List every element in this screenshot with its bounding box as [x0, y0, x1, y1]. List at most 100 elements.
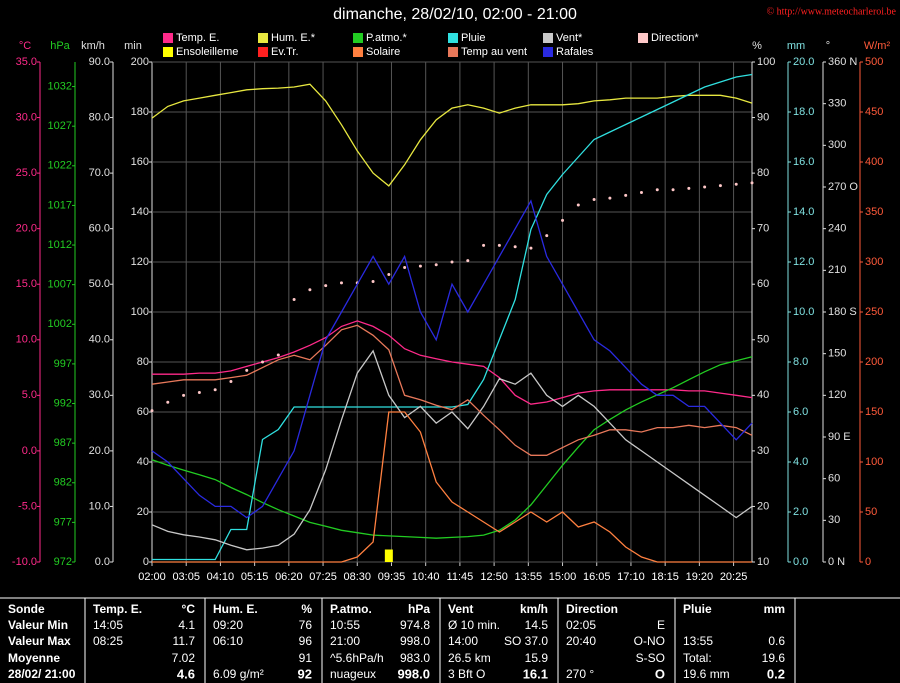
table-header: Temp. E. — [93, 602, 142, 616]
series-dot — [655, 188, 659, 192]
y-tick-label: 5.0 — [22, 389, 37, 401]
legend-swatch — [543, 47, 553, 57]
table-cell: 06:10 — [213, 634, 243, 648]
series-line — [152, 411, 752, 563]
series-dot — [466, 259, 470, 263]
y-tick-label: 0 — [865, 556, 871, 568]
series-dot — [639, 191, 643, 195]
y-tick-label: 0 — [143, 556, 149, 568]
y-tick-label: 30.0 — [16, 111, 37, 123]
table-header: Hum. E. — [213, 602, 258, 616]
legend-swatch — [353, 47, 363, 57]
legend-label: Ensoleilleme — [176, 46, 238, 58]
y-tick-label: 160 — [131, 156, 149, 168]
x-tick-label: 18:15 — [651, 571, 679, 583]
table-cell: Ø 10 min. — [448, 618, 500, 632]
y-tick-label: 350 — [865, 206, 883, 218]
y-tick-label: 20 — [137, 506, 149, 518]
legend-swatch — [258, 47, 268, 57]
table-header: hPa — [408, 602, 430, 616]
y-tick-label: 0.0 — [793, 556, 808, 568]
y-tick-label: 240 — [828, 223, 846, 235]
y-tick-label: 120 — [131, 256, 149, 268]
y-tick-label: 25.0 — [16, 167, 37, 179]
series-bar — [384, 549, 393, 562]
table-cell: 974.8 — [400, 618, 430, 632]
y-tick-label: 1002 — [48, 318, 72, 330]
y-tick-label: 150 — [865, 406, 883, 418]
table-cell: 15.9 — [525, 651, 549, 665]
table-cell: 14:05 — [93, 618, 123, 632]
y-tick-label: 0 N — [828, 556, 845, 568]
y-tick-label: 210 — [828, 264, 846, 276]
y-tick-label: 70.0 — [89, 167, 110, 179]
axis-title: km/h — [81, 40, 105, 52]
x-tick-label: 10:40 — [412, 571, 440, 583]
y-tick-label: 992 — [54, 397, 72, 409]
table-cell: 7.02 — [172, 651, 196, 665]
legend-label: Vent* — [556, 32, 583, 44]
chart-title: dimanche, 28/02/10, 02:00 - 21:00 — [333, 6, 577, 23]
series-dot — [182, 393, 186, 397]
x-tick-label: 08:30 — [343, 571, 371, 583]
legend-label: Temp. E. — [176, 32, 219, 44]
y-tick-label: 80.0 — [89, 111, 110, 123]
series-dot — [213, 388, 217, 392]
table-cell: 08:25 — [93, 634, 123, 648]
table-cell: 11.7 — [173, 634, 196, 648]
table-cell: 998.0 — [397, 666, 430, 681]
y-tick-label: 330 — [828, 98, 846, 110]
table-cell: 96 — [299, 634, 313, 648]
y-tick-label: 12.0 — [793, 256, 814, 268]
series-dot — [703, 185, 707, 189]
y-tick-label: 977 — [54, 516, 72, 528]
y-tick-label: 90 E — [828, 431, 851, 443]
y-tick-label: 0.0 — [95, 556, 110, 568]
series-dot — [276, 353, 280, 357]
x-tick-label: 17:10 — [617, 571, 645, 583]
legend-swatch — [163, 47, 173, 57]
table-cell: 19.6 — [762, 651, 786, 665]
table-header: P.atmo. — [330, 602, 372, 616]
table-cell: Total: — [683, 651, 712, 665]
table-header: % — [301, 602, 312, 616]
y-tick-label: 15.0 — [16, 278, 37, 290]
y-tick-label: 20.0 — [89, 445, 110, 457]
y-tick-label: 997 — [54, 358, 72, 370]
x-tick-label: 13:55 — [515, 571, 543, 583]
series-line — [151, 83, 753, 187]
y-tick-label: 1022 — [48, 160, 72, 172]
series-dot — [197, 391, 201, 395]
table-cell: 6.09 g/m² — [213, 667, 264, 681]
table-cell: 10:55 — [330, 618, 360, 632]
legend-label: P.atmo.* — [366, 32, 407, 44]
y-tick-label: -5.0 — [18, 500, 37, 512]
y-tick-label: 250 — [865, 306, 883, 318]
y-tick-label: 50 — [757, 334, 769, 346]
y-tick-label: 90.0 — [89, 56, 110, 68]
y-tick-label: 90 — [757, 111, 769, 123]
x-tick-label: 12:50 — [480, 571, 508, 583]
table-cell: 91 — [299, 651, 313, 665]
y-tick-label: 140 — [131, 206, 149, 218]
y-tick-label: 972 — [54, 556, 72, 568]
series-line — [152, 73, 753, 561]
y-tick-label: 20 — [757, 500, 769, 512]
table-cell: 19.6 mm — [683, 667, 730, 681]
y-tick-label: 400 — [865, 156, 883, 168]
table-cell: Valeur Min — [8, 618, 68, 632]
legend-swatch — [163, 33, 173, 43]
y-tick-label: 35.0 — [16, 56, 37, 68]
y-tick-label: 500 — [865, 56, 883, 68]
axis-title: min — [124, 40, 142, 52]
table-cell: Valeur Max — [8, 634, 71, 648]
series-dot — [734, 182, 738, 186]
table-header: Pluie — [683, 602, 712, 616]
y-tick-label: 10.0 — [16, 334, 37, 346]
x-tick-label: 05:15 — [241, 571, 269, 583]
series-dot — [387, 273, 391, 276]
y-tick-label: 100 — [865, 456, 883, 468]
series-dot — [261, 360, 265, 364]
